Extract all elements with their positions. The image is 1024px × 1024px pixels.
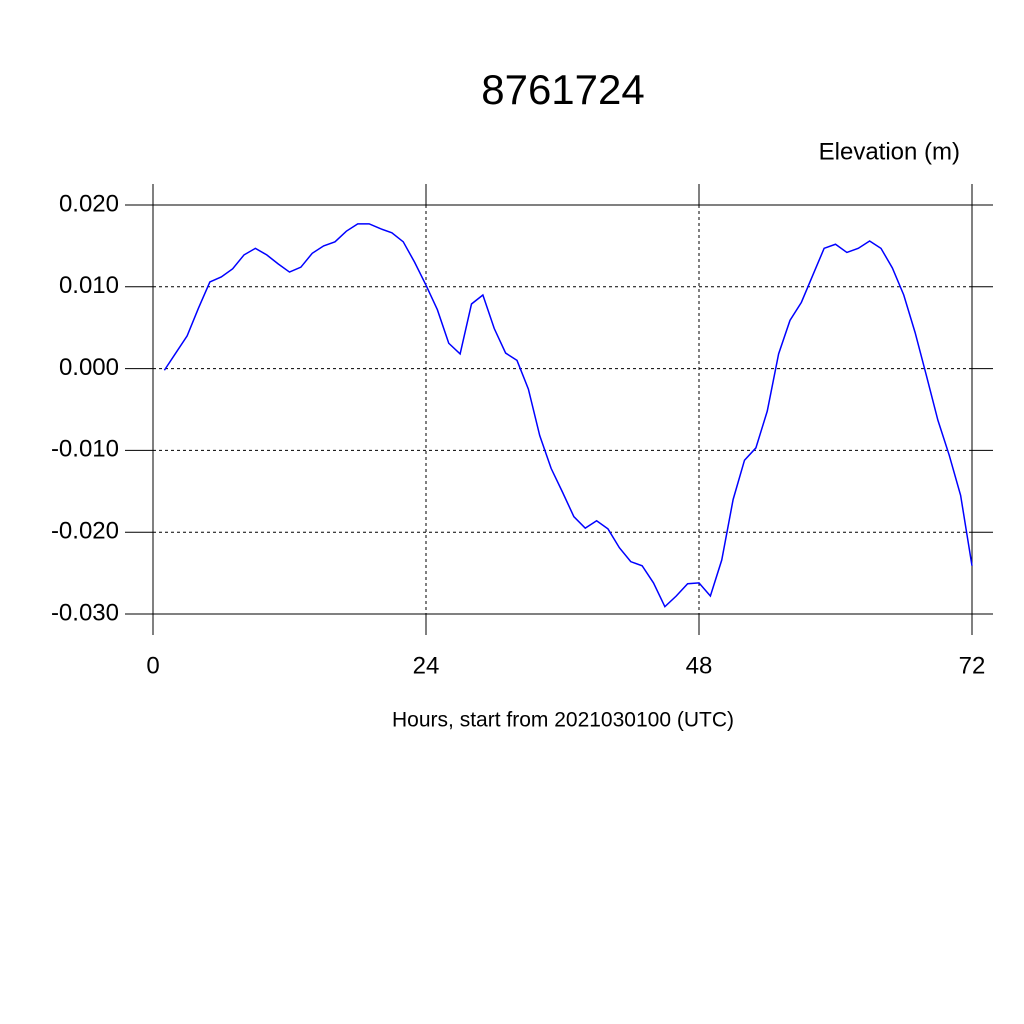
y-tick-label: 0.000 xyxy=(59,354,119,381)
y-tick-label: -0.020 xyxy=(51,518,119,545)
x-axis-label: Hours, start from 2021030100 (UTC) xyxy=(392,709,734,732)
y-tick-label: 0.010 xyxy=(59,272,119,299)
y-tick-label: -0.030 xyxy=(51,599,119,626)
x-tick-label: 72 xyxy=(959,652,986,679)
chart-title: 8761724 xyxy=(481,66,645,113)
x-tick-label: 24 xyxy=(413,652,440,679)
y-tick-label: 0.020 xyxy=(59,190,119,217)
data-line xyxy=(163,223,973,608)
x-tick-label: 48 xyxy=(686,652,713,679)
x-tick-label: 0 xyxy=(146,652,159,679)
y-axis-label: Elevation (m) xyxy=(819,138,960,165)
plot-frame xyxy=(152,204,973,615)
y-tick-label: -0.010 xyxy=(51,436,119,463)
